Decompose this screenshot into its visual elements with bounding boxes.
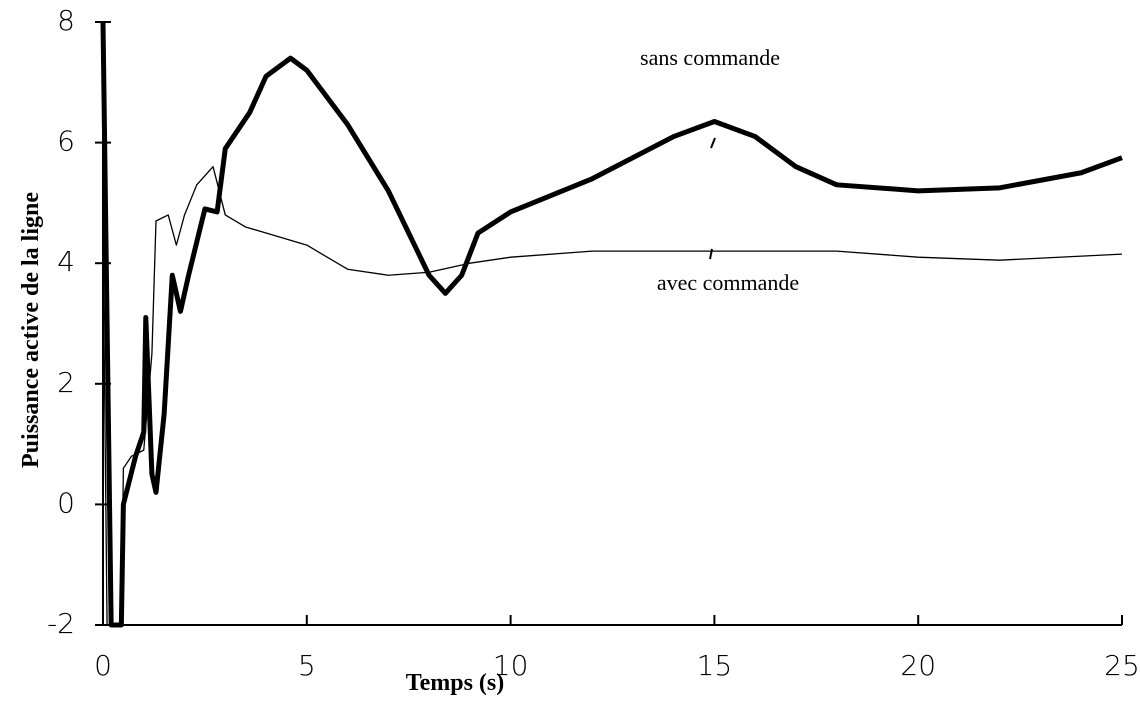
- y-tick-label: -2: [47, 607, 75, 640]
- x-axis-label: Temps (s): [406, 670, 504, 696]
- annotation: avec commande: [657, 270, 799, 295]
- y-tick-label: 4: [57, 245, 75, 278]
- x-tick-label: 20: [900, 649, 936, 682]
- y-axis-label: Puissance active de la ligne: [18, 192, 44, 468]
- x-tick-label: 10: [493, 649, 529, 682]
- x-tick-label: 15: [697, 649, 733, 682]
- y-tick-label: 8: [57, 4, 75, 37]
- y-tick-label: 6: [57, 125, 75, 158]
- line-series: [102, 166, 1123, 626]
- y-tick-label: 2: [57, 366, 75, 399]
- annotation-leader: [710, 137, 716, 149]
- x-tick-label: 5: [298, 649, 316, 682]
- x-tick-label: 0: [94, 649, 112, 682]
- x-tick-label: 25: [1104, 649, 1140, 682]
- line-series: [100, 21, 1123, 628]
- y-tick-label: 0: [57, 486, 75, 519]
- annotation: sans commande: [640, 45, 780, 70]
